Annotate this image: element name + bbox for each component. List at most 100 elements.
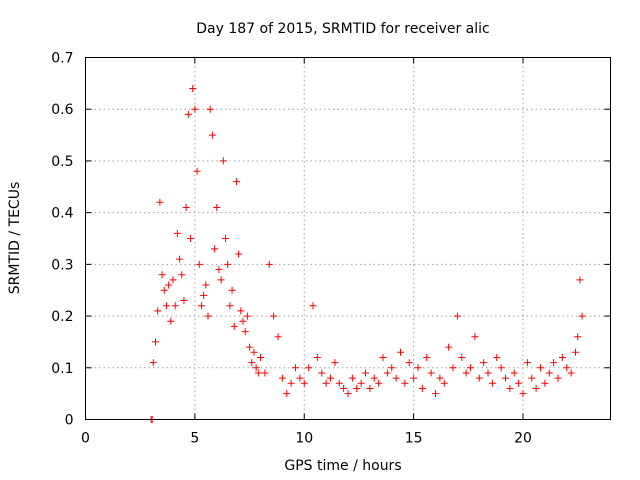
- data-point: [449, 364, 457, 372]
- x-tick-label: 5: [190, 431, 199, 447]
- data-point: [578, 312, 586, 320]
- data-point: [224, 260, 232, 268]
- data-point: [246, 343, 254, 351]
- data-point: [519, 390, 527, 398]
- data-point: [208, 131, 216, 139]
- data-point: [344, 390, 352, 398]
- y-axis-label: SRMTID / TECUs: [7, 182, 23, 295]
- data-point: [572, 348, 579, 356]
- data-point: [287, 379, 295, 387]
- data-point: [232, 178, 240, 186]
- data-point: [423, 353, 431, 361]
- data-point: [458, 353, 466, 361]
- data-point: [305, 364, 313, 372]
- data-point: [335, 379, 343, 387]
- data-point: [197, 302, 205, 310]
- data-point: [265, 260, 273, 268]
- grid-lines: [85, 57, 611, 420]
- data-point: [149, 359, 157, 367]
- data-point: [189, 85, 197, 93]
- data-point: [195, 260, 203, 268]
- data-point: [453, 312, 461, 320]
- data-point: [162, 302, 170, 310]
- data-point: [567, 369, 575, 377]
- data-point: [528, 374, 536, 382]
- data-point: [300, 379, 308, 387]
- plot-frame: [85, 57, 611, 420]
- data-point: [550, 359, 558, 367]
- data-point: [206, 105, 214, 113]
- data-point: [488, 379, 496, 387]
- data-point: [176, 255, 184, 263]
- data-point: [331, 359, 339, 367]
- data-point: [537, 364, 544, 372]
- y-tick-label: 0.1: [51, 361, 73, 377]
- data-point: [322, 379, 330, 387]
- data-point: [467, 364, 474, 372]
- data-point: [248, 359, 256, 367]
- data-point: [250, 348, 258, 356]
- data-point: [574, 333, 582, 341]
- data-point: [405, 359, 413, 367]
- data-point: [213, 203, 221, 211]
- data-point: [484, 369, 492, 377]
- data-point: [502, 374, 509, 382]
- data-point: [261, 369, 269, 377]
- data-point: [432, 390, 439, 398]
- y-tick-label: 0.3: [51, 257, 73, 273]
- data-point: [252, 364, 260, 372]
- data-point: [397, 348, 404, 356]
- data-point: [211, 245, 219, 253]
- x-tick-label: 0: [81, 431, 90, 447]
- data-point: [348, 374, 356, 382]
- y-tick-label: 0.2: [51, 309, 73, 325]
- x-tick-label: 15: [405, 431, 423, 447]
- data-point: [541, 379, 549, 387]
- data-point: [313, 353, 321, 361]
- data-point: [283, 390, 291, 398]
- data-point: [152, 338, 159, 346]
- tick-labels: 0 5 10 15 20 0 0.1 0.2 0.3 0.4 0.5 0.6 0.7: [51, 51, 532, 447]
- data-point: [515, 379, 523, 387]
- data-point: [237, 307, 245, 315]
- x-tick-label: 20: [514, 431, 532, 447]
- data-point: [480, 359, 488, 367]
- data-point: [278, 374, 286, 382]
- data-point: [156, 198, 164, 206]
- data-point: [545, 369, 553, 377]
- data-point: [292, 364, 299, 372]
- data-point: [154, 307, 162, 315]
- data-point: [270, 312, 278, 320]
- data-point: [243, 312, 251, 320]
- data-point: [362, 369, 369, 377]
- data-point: [440, 379, 448, 387]
- data-point: [532, 384, 540, 392]
- data-point: [217, 276, 225, 284]
- x-axis-label: GPS time / hours: [284, 458, 401, 474]
- data-point: [254, 369, 262, 377]
- data-point: [167, 317, 175, 325]
- data-point: [510, 369, 518, 377]
- data-point: [204, 312, 212, 320]
- data-point: [184, 110, 192, 118]
- data-point: [274, 333, 282, 341]
- data-point: [200, 291, 208, 299]
- data-point: [191, 105, 199, 113]
- data-point: [357, 379, 365, 387]
- data-point: [182, 203, 190, 211]
- data-point: [340, 384, 348, 392]
- data-point: [241, 328, 249, 336]
- axis-ticks: [85, 57, 611, 420]
- y-tick-label: 0.4: [51, 206, 73, 222]
- data-point: [202, 281, 210, 289]
- data-point: [493, 353, 501, 361]
- data-point: [523, 359, 531, 367]
- data-point: [563, 364, 571, 372]
- data-point: [160, 286, 168, 294]
- data-point: [410, 374, 418, 382]
- y-tick-label: 0.7: [51, 51, 73, 67]
- data-point: [370, 374, 378, 382]
- data-point: [366, 384, 374, 392]
